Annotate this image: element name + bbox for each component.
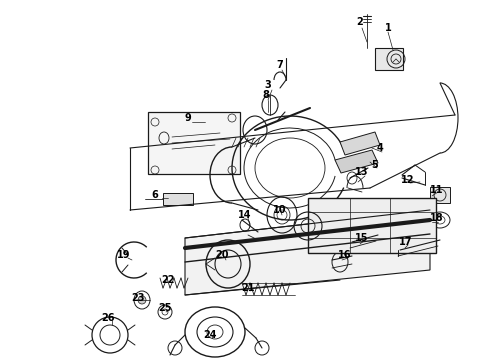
Text: 10: 10 xyxy=(273,205,287,215)
Text: 6: 6 xyxy=(151,190,158,200)
Text: 23: 23 xyxy=(131,293,145,303)
Text: 25: 25 xyxy=(158,303,172,313)
Text: 14: 14 xyxy=(238,210,252,220)
Text: 21: 21 xyxy=(241,283,255,293)
Bar xyxy=(308,198,436,253)
Text: 8: 8 xyxy=(263,90,270,100)
Text: 13: 13 xyxy=(355,167,369,177)
Text: 11: 11 xyxy=(430,185,444,195)
Text: 7: 7 xyxy=(277,60,283,70)
Bar xyxy=(148,112,240,174)
Bar xyxy=(430,187,450,203)
Text: 12: 12 xyxy=(401,175,415,185)
Text: 19: 19 xyxy=(117,250,131,260)
Ellipse shape xyxy=(138,296,146,304)
Text: 26: 26 xyxy=(101,313,115,323)
Text: 18: 18 xyxy=(430,213,444,223)
Text: 3: 3 xyxy=(265,80,271,90)
Text: 16: 16 xyxy=(338,250,352,260)
Text: 17: 17 xyxy=(399,237,413,247)
Polygon shape xyxy=(335,150,378,173)
Text: 20: 20 xyxy=(215,250,229,260)
Text: 9: 9 xyxy=(185,113,192,123)
Text: 5: 5 xyxy=(371,160,378,170)
Text: 22: 22 xyxy=(161,275,175,285)
Text: 24: 24 xyxy=(203,330,217,340)
Text: 2: 2 xyxy=(357,17,364,27)
Bar xyxy=(163,193,193,205)
Text: 15: 15 xyxy=(355,233,369,243)
Polygon shape xyxy=(340,132,380,155)
Bar xyxy=(375,48,403,70)
Text: 1: 1 xyxy=(385,23,392,33)
Polygon shape xyxy=(185,210,430,295)
Text: 4: 4 xyxy=(377,143,383,153)
